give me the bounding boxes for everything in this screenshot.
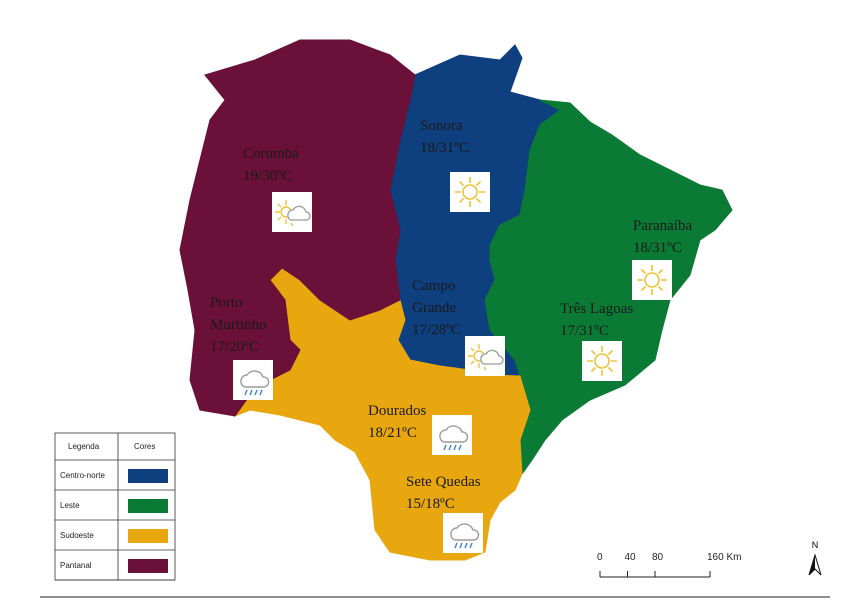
scale-label: 160 Km (707, 552, 741, 563)
legend-title: Legenda (68, 442, 100, 451)
cities: Corumbá 19/30ºC Sonora 18/31ºC Paranaíba 18/3… (210, 118, 692, 553)
weather-icon (465, 336, 505, 376)
legend-label: Pantanal (60, 561, 92, 570)
weather-icon (272, 192, 312, 232)
weather-icon (632, 260, 672, 300)
scale-label: 40 (625, 552, 637, 563)
city-temp: 18/21ºC (368, 425, 417, 441)
city-name: Corumbá (243, 146, 299, 162)
city-temp: 19/30ºC (243, 168, 292, 184)
legend-swatch (128, 529, 168, 543)
city-name: Paranaíba (633, 218, 692, 234)
weather-icon (233, 360, 273, 400)
north-label: N (812, 540, 819, 550)
scale-label: 80 (652, 552, 664, 563)
city-name: Três Lagoas (560, 301, 633, 317)
city-name: Campo (412, 278, 455, 294)
city-name: Sete Quedas (406, 474, 481, 490)
city-temp: 18/31ºC (633, 240, 682, 256)
city-temp: 17/20ºC (210, 339, 259, 355)
city-temp: 15/18ºC (406, 496, 455, 512)
weather-icon (443, 513, 483, 553)
regions (179, 39, 733, 561)
weather-icon (432, 415, 472, 455)
city-name: Sonora (420, 118, 463, 134)
north-arrow-fill (809, 555, 815, 575)
scale-label: 0 (597, 552, 603, 563)
city-temp: 17/28ºC (412, 322, 461, 338)
legend: Legenda Cores Centro-norte Leste Sudoeste P… (54, 432, 176, 581)
city-temp: 17/31ºC (560, 323, 609, 339)
legend-swatch (128, 469, 168, 483)
legend-label: Leste (60, 501, 80, 510)
region (484, 99, 733, 476)
city-temp: 18/31ºC (420, 140, 469, 156)
legend-label: Sudoeste (60, 531, 94, 540)
city-name: Grande (412, 300, 456, 316)
legend-swatch (128, 499, 168, 513)
scale-bar: 0 40 80 160 Km (597, 552, 741, 578)
legend-label: Centro-norte (60, 471, 105, 480)
north-arrow: N (808, 540, 822, 576)
city-name: Porto (210, 295, 243, 311)
weather-icon (450, 172, 490, 212)
legend-column: Cores (134, 442, 155, 451)
legend-swatch (128, 559, 168, 573)
weather-icon (582, 341, 622, 381)
city-name: Dourados (368, 403, 426, 419)
city-name: Murtinho (210, 317, 267, 333)
